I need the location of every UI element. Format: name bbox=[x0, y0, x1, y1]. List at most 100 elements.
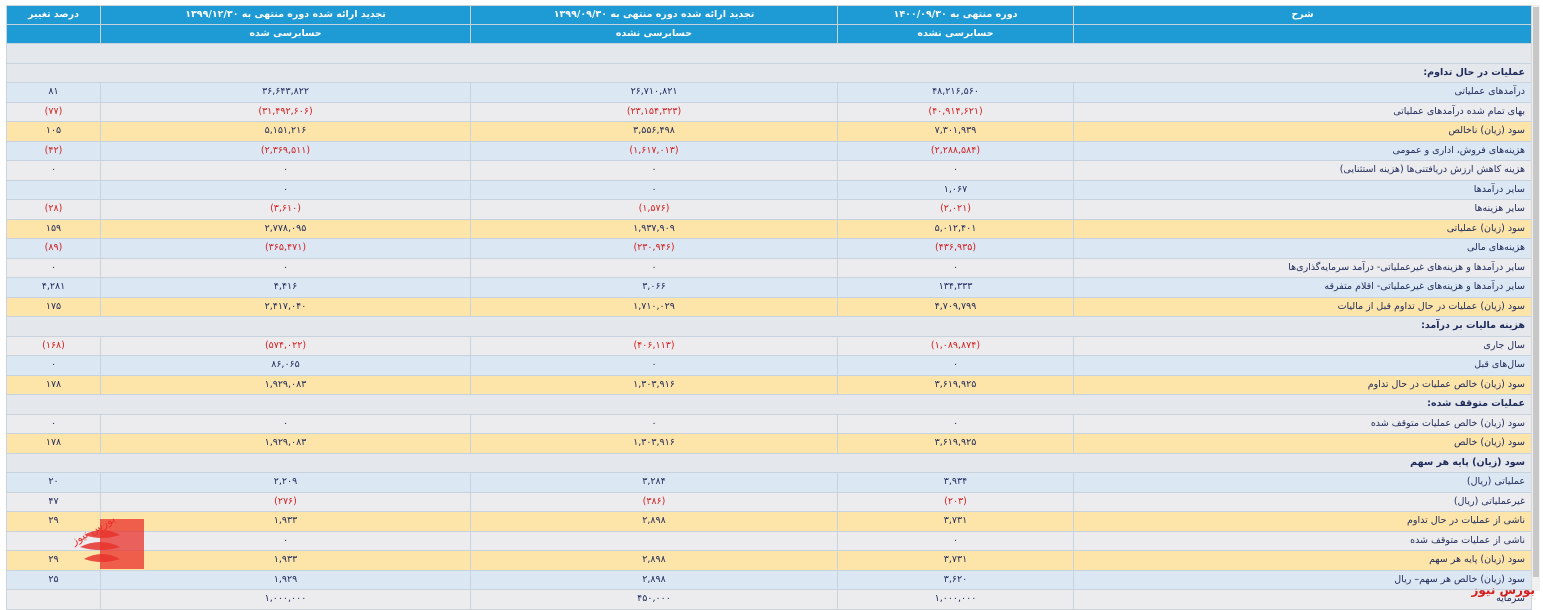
table-row: سال‌های قبل ۰ ۰ ۸۶,۰۶۵ ۰ bbox=[6, 355, 1532, 376]
cell-period-1: ۷,۳۰۱,۹۳۹ bbox=[837, 121, 1074, 142]
header-period-3: تجدید ارائه شده دوره منتهی به ۱۳۹۹/۱۲/۳۰ bbox=[100, 5, 471, 25]
row-label: سایر درآمدها و هزینه‌های غیرعملیاتی- درآ… bbox=[1073, 257, 1532, 278]
row-label: بهای تمام شده درآمدهای عملیاتی bbox=[1073, 101, 1532, 122]
cell-change: (۱۶۸) bbox=[6, 335, 101, 356]
cell-period-1: (۲,۰۲۱) bbox=[837, 199, 1074, 220]
table-row: سود (زیان) پایه هر سهم ۳,۷۳۱ ۲,۸۹۸ ۱,۹۳۳ ۲۹ bbox=[6, 550, 1532, 571]
cell-period-1: ۵,۰۱۲,۴۰۱ bbox=[837, 218, 1074, 239]
cell-period-2: ۱,۹۳۷,۹۰۹ bbox=[470, 218, 838, 239]
cell-period-2: ۳,۲۸۴ bbox=[470, 472, 838, 493]
cell-period-3: ۱,۹۳۳ bbox=[100, 511, 471, 532]
cell-period-2: (۱,۵۷۶) bbox=[470, 199, 838, 220]
row-label: سود (زیان) عملیاتی bbox=[1073, 218, 1532, 239]
table-row: سال جاری (۱,۰۸۹,۸۷۴) (۴۰۶,۱۱۳) (۵۷۴,۰۲۲) (۱۶… bbox=[6, 335, 1532, 356]
row-label: سود (زیان) پایه هر سهم bbox=[1073, 550, 1532, 571]
section-row: هزینه مالیات بر درآمد: bbox=[6, 316, 1532, 337]
cell-period-1: (۲۰۳) bbox=[837, 491, 1074, 512]
cell-period-2: ۲,۸۹۸ bbox=[470, 511, 838, 532]
cell-change: ۱۵۹ bbox=[6, 218, 101, 239]
brand-label: بورس نیوز bbox=[1471, 583, 1535, 597]
row-label: سود (زیان) خالص هر سهم– ریال bbox=[1073, 569, 1532, 590]
cell-change: ۴۷ bbox=[6, 491, 101, 512]
cell-period-2: ۰ bbox=[470, 355, 838, 376]
cell-period-1: (۱,۰۸۹,۸۷۴) bbox=[837, 335, 1074, 356]
table-row: درآمدهای عملیاتی ۴۸,۲۱۶,۵۶۰ ۲۶,۷۱۰,۸۲۱ ۳۶,۶… bbox=[6, 82, 1532, 103]
cell-change: ۱۷۵ bbox=[6, 296, 101, 317]
subheader-row: حسابرسی نشده حسابرسی نشده حسابرسی شده bbox=[6, 24, 1532, 44]
cell-period-2: (۲۳,۱۵۴,۳۲۳) bbox=[470, 101, 838, 122]
table-row: هزینه‌های فروش، اداری و عمومی (۲,۲۸۸,۵۸۴)… bbox=[6, 140, 1532, 161]
cell-change: ۱۰۵ bbox=[6, 121, 101, 142]
cell-period-1: ۰ bbox=[837, 355, 1074, 376]
cell-period-2: (۳۸۶) bbox=[470, 491, 838, 512]
cell-period-3: ۲,۲۰۹ bbox=[100, 472, 471, 493]
vertical-scrollbar[interactable] bbox=[1531, 5, 1540, 591]
cell-period-3: ۲,۷۷۸,۰۹۵ bbox=[100, 218, 471, 239]
cell-period-2: ۲,۸۹۸ bbox=[470, 550, 838, 571]
cell-period-1: ۳,۷۳۱ bbox=[837, 550, 1074, 571]
header-period-1: دوره منتهی به ۱۴۰۰/۰۹/۳۰ bbox=[837, 5, 1074, 25]
header-description: شرح bbox=[1073, 5, 1532, 25]
cell-change bbox=[6, 179, 101, 200]
row-label: سرمایه bbox=[1073, 589, 1532, 610]
cell-period-3: ۰ bbox=[100, 160, 471, 181]
financial-table: شرح دوره منتهی به ۱۴۰۰/۰۹/۳۰ تجدید ارائه… bbox=[6, 5, 1532, 610]
cell-period-2 bbox=[470, 530, 838, 551]
cell-period-1: ۰ bbox=[837, 257, 1074, 278]
cell-change: ۰ bbox=[6, 160, 101, 181]
cell-change bbox=[6, 589, 101, 610]
table-row: سایر هزینه‌ها (۲,۰۲۱) (۱,۵۷۶) (۳,۶۱۰) (۲۸) bbox=[6, 199, 1532, 220]
table-row: هزینه کاهش ارزش دریافتنی‌ها (هزینه استثن… bbox=[6, 160, 1532, 181]
cell-period-3: ۰ bbox=[100, 530, 471, 551]
table-row: سود (زیان) خالص عملیات متوقف شده ۰ ۰ ۰ ۰ bbox=[6, 413, 1532, 434]
subheader-blank bbox=[1073, 24, 1532, 44]
row-label: سایر هزینه‌ها bbox=[1073, 199, 1532, 220]
section-label bbox=[6, 43, 1532, 64]
header-change: درصد تغییر bbox=[6, 5, 101, 25]
header-period-2: تجدید ارائه شده دوره منتهی به ۱۳۹۹/۰۹/۳۰ bbox=[470, 5, 838, 25]
cell-period-3: ۰ bbox=[100, 413, 471, 434]
table-row: عملیاتی (ریال) ۳,۹۳۴ ۳,۲۸۴ ۲,۲۰۹ ۲۰ bbox=[6, 472, 1532, 493]
cell-period-3: ۱,۹۲۹,۰۸۳ bbox=[100, 433, 471, 454]
section-label: سود (زیان) پایه هر سهم bbox=[6, 452, 1532, 473]
section-row bbox=[6, 43, 1532, 64]
section-row: سود (زیان) پایه هر سهم bbox=[6, 452, 1532, 473]
cell-period-3: ۳۶,۶۴۳,۸۲۲ bbox=[100, 82, 471, 103]
table-row: سایر درآمدها و هزینه‌های غیرعملیاتی- اقل… bbox=[6, 277, 1532, 298]
cell-period-2: ۴۵۰,۰۰۰ bbox=[470, 589, 838, 610]
cell-period-3: ۱,۹۲۹,۰۸۳ bbox=[100, 374, 471, 395]
table-row: سود (زیان) خالص عملیات در حال تداوم ۳,۶۱۹… bbox=[6, 374, 1532, 395]
row-label: سایر درآمدها و هزینه‌های غیرعملیاتی- اقل… bbox=[1073, 277, 1532, 298]
cell-change: ۸۱ bbox=[6, 82, 101, 103]
scrollbar-thumb[interactable] bbox=[1533, 7, 1539, 577]
row-label: عملیاتی (ریال) bbox=[1073, 472, 1532, 493]
row-label: ناشی از عملیات متوقف شده bbox=[1073, 530, 1532, 551]
cell-period-3: ۰ bbox=[100, 179, 471, 200]
cell-period-2: ۰ bbox=[470, 179, 838, 200]
cell-period-2: (۴۰۶,۱۱۳) bbox=[470, 335, 838, 356]
cell-period-3: (۵۷۴,۰۲۲) bbox=[100, 335, 471, 356]
row-label: هزینه کاهش ارزش دریافتنی‌ها (هزینه استثن… bbox=[1073, 160, 1532, 181]
cell-change: (۷۷) bbox=[6, 101, 101, 122]
cell-period-1: ۱۳۴,۳۳۳ bbox=[837, 277, 1074, 298]
table-row: سود (زیان) عملیات در حال تداوم قبل از ما… bbox=[6, 296, 1532, 317]
cell-period-1: ۳,۶۱۹,۹۲۵ bbox=[837, 433, 1074, 454]
section-label: عملیات در حال تداوم: bbox=[6, 62, 1532, 83]
table-row: هزینه‌های مالی (۴۳۶,۹۳۵) (۲۳۰,۹۴۶) (۳۶۵,۴۷۱… bbox=[6, 238, 1532, 259]
section-row: عملیات در حال تداوم: bbox=[6, 62, 1532, 83]
cell-period-2: ۰ bbox=[470, 413, 838, 434]
cell-period-3: ۰ bbox=[100, 257, 471, 278]
table-body: عملیات در حال تداوم: درآمدهای عملیاتی ۴۸,۲… bbox=[6, 43, 1532, 610]
section-label: هزینه مالیات بر درآمد: bbox=[6, 316, 1532, 337]
cell-change bbox=[6, 530, 101, 551]
cell-period-1: (۲,۲۸۸,۵۸۴) bbox=[837, 140, 1074, 161]
row-label: سود (زیان) عملیات در حال تداوم قبل از ما… bbox=[1073, 296, 1532, 317]
table-row: غیرعملیاتی (ریال) (۲۰۳) (۳۸۶) (۲۷۶) ۴۷ bbox=[6, 491, 1532, 512]
row-label: سال جاری bbox=[1073, 335, 1532, 356]
cell-change: (۴۲) bbox=[6, 140, 101, 161]
cell-period-1: ۱,۰۶۷ bbox=[837, 179, 1074, 200]
cell-period-1: ۰ bbox=[837, 160, 1074, 181]
cell-period-3: (۲,۳۶۹,۵۱۱) bbox=[100, 140, 471, 161]
cell-period-1: ۴,۷۰۹,۷۹۹ bbox=[837, 296, 1074, 317]
cell-change: ۰ bbox=[6, 257, 101, 278]
